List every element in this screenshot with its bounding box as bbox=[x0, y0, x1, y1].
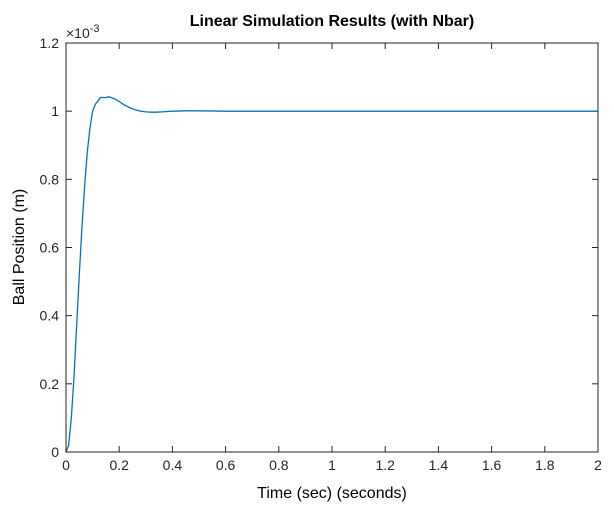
x-tick-label: 0.2 bbox=[109, 457, 129, 473]
chart-title: Linear Simulation Results (with Nbar) bbox=[190, 13, 474, 30]
y-exponent-power: -3 bbox=[90, 23, 100, 35]
x-axis-label: Time (sec) (seconds) bbox=[257, 485, 407, 502]
x-tick-label: 1.8 bbox=[535, 457, 555, 473]
x-tick-label: 0.8 bbox=[269, 457, 289, 473]
y-tick-label: 1.2 bbox=[40, 35, 60, 51]
x-tick-label: 0.4 bbox=[163, 457, 183, 473]
y-axis-label: Ball Position (m) bbox=[11, 189, 28, 305]
y-tick-label: 0.6 bbox=[40, 240, 60, 256]
x-tick-label: 1.6 bbox=[482, 457, 502, 473]
y-exponent-label: ×10-3 bbox=[66, 23, 100, 41]
x-tick-label: 0 bbox=[62, 457, 70, 473]
series-line bbox=[65, 96, 598, 453]
y-tick-label: 1 bbox=[51, 103, 59, 119]
y-tick-label: 0.2 bbox=[40, 376, 60, 392]
y-tick-label: 0.8 bbox=[40, 171, 60, 187]
x-tick-label: 0.6 bbox=[216, 457, 236, 473]
y-axis-ticks: 0 0.2 0.4 0.6 0.8 1 1.2 bbox=[40, 35, 598, 460]
x-tick-label: 1.2 bbox=[375, 457, 395, 473]
y-tick-label: 0 bbox=[51, 444, 59, 460]
plot-area bbox=[66, 43, 598, 452]
y-tick-label: 0.4 bbox=[40, 308, 60, 324]
x-axis-ticks: 0 0.2 0.4 0.6 0.8 1 1.2 1.4 1.6 1.8 2 bbox=[62, 43, 602, 473]
x-tick-label: 1 bbox=[328, 457, 336, 473]
y-exponent-base: ×10 bbox=[66, 25, 90, 41]
x-tick-label: 2 bbox=[594, 457, 602, 473]
x-tick-label: 1.4 bbox=[429, 457, 449, 473]
plot-box bbox=[65, 42, 599, 453]
